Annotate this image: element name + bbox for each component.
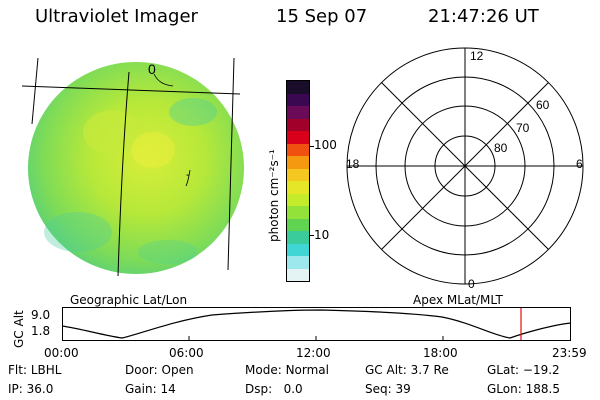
longitude-line xyxy=(227,57,235,271)
status-dsp: Dsp: 0.0 xyxy=(245,382,303,396)
colorbar-tick-label: 10 xyxy=(314,228,330,242)
status-filter: Flt: LBHL xyxy=(8,363,62,377)
altitude-orbit-plot xyxy=(62,307,572,341)
earth-disk xyxy=(28,62,244,274)
x-tick-label: 23:59 xyxy=(552,346,587,360)
status-glon: GLon: 188.5 xyxy=(487,382,560,396)
status-mode: Mode: Normal xyxy=(245,363,329,377)
x-tick-label: 18:00 xyxy=(423,346,458,360)
colorbar-tick xyxy=(309,146,314,147)
status-door: Door: Open xyxy=(125,363,194,377)
status-gain: Gain: 14 xyxy=(125,382,176,396)
colorbar-unit-label: photon cm⁻²s⁻¹ xyxy=(267,149,281,242)
status-seq: Seq: 39 xyxy=(365,382,411,396)
y-tick-label: 1.8 xyxy=(31,324,51,338)
longitude-line xyxy=(117,71,130,277)
y-tick-label: 9.0 xyxy=(31,308,51,322)
x-tick-label: 12:00 xyxy=(296,346,331,360)
colorbar-tick xyxy=(309,235,314,236)
mlat-label: 80 xyxy=(494,141,508,155)
status-glat: GLat: −19.2 xyxy=(487,363,560,377)
gc-alt-axis-label: GC Alt xyxy=(12,310,26,348)
geographic-auroral-image: 0 - xyxy=(21,57,244,277)
color-scale-bar xyxy=(286,80,310,282)
status-gc-alt: GC Alt: 3.7 Re xyxy=(365,363,449,377)
latitude-line xyxy=(21,85,241,95)
colorbar-tick-label: 100 xyxy=(314,138,337,152)
geographic-label: Geographic Lat/Lon xyxy=(70,293,188,307)
grid-label: 0 xyxy=(148,61,156,77)
time-label: 21:47:26 UT xyxy=(428,6,539,27)
apex-polar-grid: 12 18 6 0 60 70 80 xyxy=(346,47,584,291)
mlat-label: 60 xyxy=(536,98,550,112)
plot-frame xyxy=(62,307,571,341)
x-tick-label: 06:00 xyxy=(169,346,204,360)
mlt-label: 12 xyxy=(470,49,484,63)
instrument-title: Ultraviolet Imager xyxy=(35,6,198,27)
longitude-line xyxy=(31,57,39,125)
mlt-label: 18 xyxy=(346,157,360,171)
apex-label: Apex MLat/MLT xyxy=(413,293,503,307)
mlt-label: 6 xyxy=(576,157,583,171)
x-tick-label: 00:00 xyxy=(44,346,79,360)
date-label: 15 Sep 07 xyxy=(276,6,368,27)
mlat-label: 70 xyxy=(516,121,530,135)
grid-label: - xyxy=(186,169,190,181)
altitude-curve xyxy=(62,309,572,339)
status-ip: IP: 36.0 xyxy=(8,382,54,396)
mlt-label: 0 xyxy=(468,277,475,291)
